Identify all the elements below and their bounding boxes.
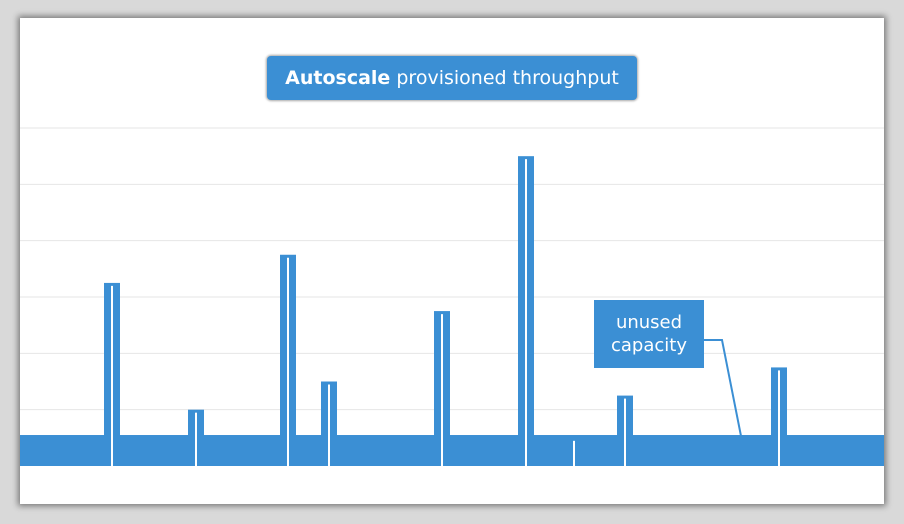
chart-frame: Autoscale provisioned throughput unused c… [20, 18, 884, 504]
annotation-line1: unused [616, 312, 682, 333]
annotation-box [594, 300, 704, 368]
chart-title: Autoscale provisioned throughput [267, 56, 637, 100]
baseline-band [20, 435, 884, 466]
annotation-line2: capacity [611, 335, 687, 356]
annotation-leader [704, 339, 742, 437]
title-bold: Autoscale [285, 67, 391, 89]
title-rest: provisioned throughput [396, 67, 619, 89]
